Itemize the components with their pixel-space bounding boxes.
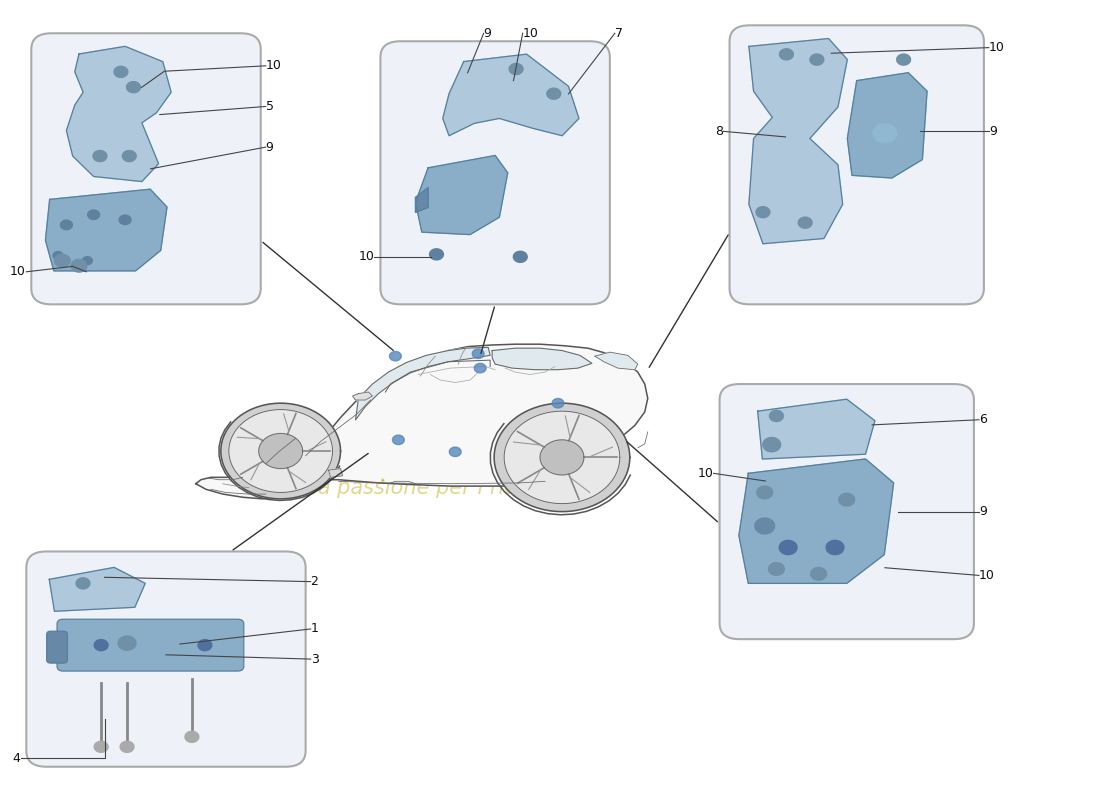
Polygon shape xyxy=(474,363,486,373)
Polygon shape xyxy=(120,742,134,752)
Polygon shape xyxy=(229,410,332,493)
Text: 9: 9 xyxy=(484,26,492,40)
Text: 10: 10 xyxy=(359,250,374,263)
Polygon shape xyxy=(780,49,793,60)
Polygon shape xyxy=(472,349,484,358)
Polygon shape xyxy=(547,88,561,99)
Polygon shape xyxy=(88,210,100,219)
Polygon shape xyxy=(896,54,911,65)
Text: 9: 9 xyxy=(989,125,997,138)
Text: 3: 3 xyxy=(310,653,319,666)
Polygon shape xyxy=(258,434,303,469)
Polygon shape xyxy=(749,38,847,244)
Polygon shape xyxy=(329,469,342,478)
FancyBboxPatch shape xyxy=(46,631,67,663)
Polygon shape xyxy=(126,82,141,93)
Text: 1: 1 xyxy=(310,622,319,635)
FancyBboxPatch shape xyxy=(31,34,261,304)
Polygon shape xyxy=(94,150,107,162)
Text: 10: 10 xyxy=(989,41,1004,54)
Polygon shape xyxy=(45,190,167,271)
Polygon shape xyxy=(509,63,524,74)
Text: 9: 9 xyxy=(266,141,274,154)
Polygon shape xyxy=(873,124,896,142)
Polygon shape xyxy=(552,398,564,408)
Text: 10: 10 xyxy=(266,59,282,72)
FancyBboxPatch shape xyxy=(26,551,306,766)
Polygon shape xyxy=(839,494,855,506)
Polygon shape xyxy=(449,447,461,457)
Polygon shape xyxy=(221,403,341,499)
Polygon shape xyxy=(119,215,131,225)
Polygon shape xyxy=(76,578,90,589)
Polygon shape xyxy=(95,742,108,752)
FancyBboxPatch shape xyxy=(729,26,983,304)
Polygon shape xyxy=(758,399,875,459)
Text: 9: 9 xyxy=(979,505,987,518)
Polygon shape xyxy=(739,459,893,583)
Polygon shape xyxy=(595,352,638,370)
Text: ⁕: ⁕ xyxy=(379,478,385,484)
Polygon shape xyxy=(66,46,172,182)
Polygon shape xyxy=(50,567,145,611)
Polygon shape xyxy=(118,636,136,650)
Polygon shape xyxy=(72,259,87,272)
Polygon shape xyxy=(847,73,927,178)
Polygon shape xyxy=(95,639,108,650)
FancyBboxPatch shape xyxy=(719,384,974,639)
Text: 2: 2 xyxy=(310,575,319,588)
Text: 5: 5 xyxy=(266,100,274,113)
Polygon shape xyxy=(504,411,619,504)
Polygon shape xyxy=(755,518,774,534)
Polygon shape xyxy=(514,251,527,262)
Polygon shape xyxy=(114,66,128,78)
Polygon shape xyxy=(185,731,199,742)
Polygon shape xyxy=(198,639,212,650)
Text: la passione per i ricambi: la passione per i ricambi xyxy=(312,478,569,498)
Polygon shape xyxy=(53,251,63,259)
Text: 10: 10 xyxy=(979,569,994,582)
Text: 4: 4 xyxy=(12,752,20,765)
Polygon shape xyxy=(770,410,783,422)
Polygon shape xyxy=(763,438,781,452)
Polygon shape xyxy=(430,249,443,260)
Polygon shape xyxy=(393,435,405,445)
FancyBboxPatch shape xyxy=(57,619,244,671)
Text: 6: 6 xyxy=(979,414,987,426)
Text: 10: 10 xyxy=(697,467,714,480)
Text: 10: 10 xyxy=(522,26,539,40)
Polygon shape xyxy=(799,217,812,228)
Polygon shape xyxy=(540,440,584,475)
Polygon shape xyxy=(389,351,402,361)
Polygon shape xyxy=(811,567,826,580)
Polygon shape xyxy=(826,540,844,554)
Polygon shape xyxy=(769,562,784,575)
Polygon shape xyxy=(82,257,92,265)
Polygon shape xyxy=(352,392,373,400)
Polygon shape xyxy=(122,150,136,162)
Text: 8: 8 xyxy=(716,125,724,138)
Text: 7: 7 xyxy=(615,26,623,40)
Polygon shape xyxy=(757,486,772,499)
Text: eudespares: eudespares xyxy=(305,411,576,453)
Polygon shape xyxy=(810,54,824,65)
Polygon shape xyxy=(60,220,73,230)
Polygon shape xyxy=(196,344,648,499)
Text: 10: 10 xyxy=(10,266,25,278)
Polygon shape xyxy=(779,540,798,554)
FancyBboxPatch shape xyxy=(381,42,609,304)
Polygon shape xyxy=(494,403,630,512)
Polygon shape xyxy=(355,347,491,420)
Polygon shape xyxy=(492,348,592,370)
Polygon shape xyxy=(416,188,428,212)
Polygon shape xyxy=(443,54,579,136)
Polygon shape xyxy=(756,206,770,218)
Polygon shape xyxy=(416,155,508,234)
Polygon shape xyxy=(54,254,70,267)
